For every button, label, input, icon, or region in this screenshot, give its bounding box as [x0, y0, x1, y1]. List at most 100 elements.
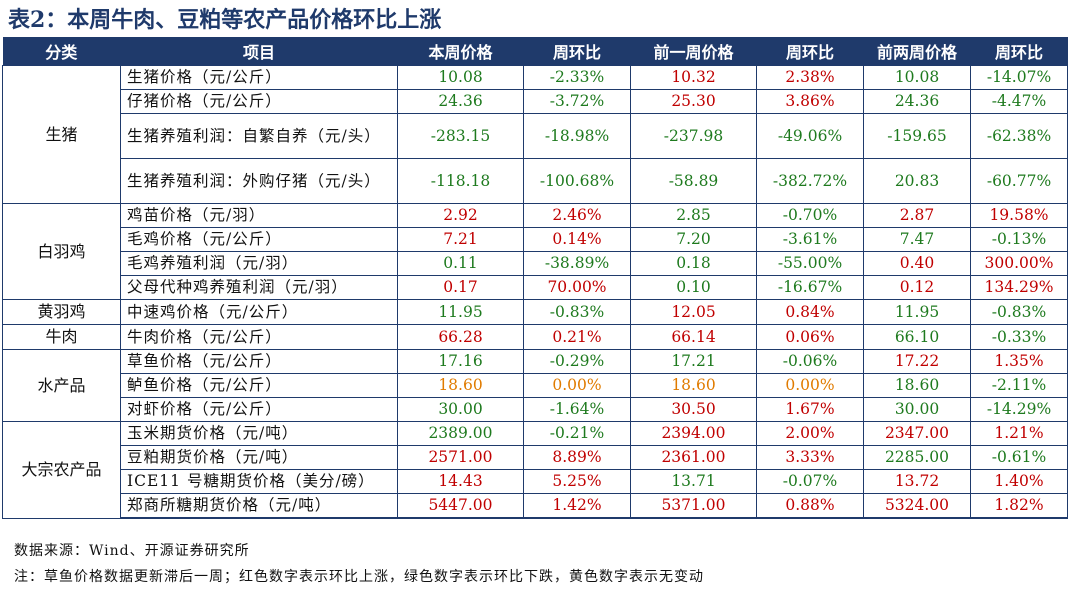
- table-row: 毛鸡养殖利润（元/羽） 0.11 -38.89% 0.18 -55.00% 0.…: [3, 251, 1068, 276]
- value-cell: 18.60: [397, 373, 524, 398]
- value-cell: 0.12: [863, 275, 971, 300]
- value-cell: 30.50: [630, 397, 757, 422]
- change-cell: 3.86%: [756, 89, 864, 114]
- value-cell: 11.95: [397, 299, 524, 325]
- header-category: 分类: [2, 37, 121, 66]
- value-cell: 10.08: [397, 65, 524, 90]
- change-cell: -0.21%: [523, 421, 631, 446]
- value-cell: 2394.00: [630, 421, 757, 446]
- table-row: 牛肉 牛肉价格（元/公斤） 66.28 0.21% 66.14 0.06% 66…: [2, 324, 1068, 350]
- header-wow-2: 周环比: [756, 37, 864, 66]
- header-last-week-price: 前一周价格: [630, 37, 757, 66]
- change-cell: -0.07%: [756, 469, 864, 494]
- change-cell: 0.21%: [523, 324, 631, 350]
- table-title: 表2：本周牛肉、豆粕等农产品价格环比上涨: [8, 7, 442, 33]
- item-cell: 仔猪价格（元/公斤）: [120, 89, 398, 114]
- change-cell: -4.47%: [970, 89, 1068, 114]
- change-cell: 1.21%: [970, 421, 1068, 446]
- value-cell: 12.05: [630, 299, 757, 325]
- item-cell: 牛肉价格（元/公斤）: [120, 324, 398, 350]
- change-cell: -382.72%: [756, 158, 864, 204]
- value-cell: 0.40: [863, 251, 971, 276]
- value-cell: 7.21: [397, 227, 524, 252]
- change-cell: 0.88%: [756, 493, 864, 519]
- change-cell: -1.64%: [523, 397, 631, 422]
- table-row: 生猪养殖利润：外购仔猪（元/头） -118.18 -100.68% -58.89…: [3, 158, 1068, 204]
- value-cell: 30.00: [397, 397, 524, 422]
- table-header-row: 分类 项目 本周价格 周环比 前一周价格 周环比 前两周价格 周环比: [2, 37, 1068, 66]
- change-cell: 0.00%: [756, 373, 864, 398]
- change-cell: 2.00%: [756, 421, 864, 446]
- value-cell: -58.89: [630, 158, 757, 204]
- group-cell: 黄羽鸡: [2, 299, 121, 325]
- value-cell: 30.00: [863, 397, 971, 422]
- value-cell: 5447.00: [397, 493, 524, 519]
- item-cell: 对虾价格（元/公斤）: [120, 397, 398, 422]
- value-cell: 25.30: [630, 89, 757, 114]
- value-cell: 2571.00: [397, 445, 524, 470]
- header-this-week-price: 本周价格: [397, 37, 524, 66]
- change-cell: 1.35%: [970, 349, 1068, 374]
- value-cell: -118.18: [397, 158, 524, 204]
- change-cell: 3.33%: [756, 445, 864, 470]
- change-cell: -3.61%: [756, 227, 864, 252]
- value-cell: 10.32: [630, 65, 757, 90]
- item-cell: 中速鸡价格（元/公斤）: [120, 299, 398, 325]
- change-cell: -0.13%: [970, 227, 1068, 252]
- change-cell: -0.83%: [523, 299, 631, 325]
- value-cell: 18.60: [630, 373, 757, 398]
- value-cell: 0.11: [397, 251, 524, 276]
- table-row: ICE11 号糖期货价格（美分/磅） 14.43 5.25% 13.71 -0.…: [3, 469, 1068, 494]
- item-cell: 毛鸡价格（元/公斤）: [120, 227, 398, 252]
- item-cell: 生猪养殖利润：自繁自养（元/头）: [120, 113, 398, 159]
- change-cell: 8.89%: [523, 445, 631, 470]
- change-cell: -2.11%: [970, 373, 1068, 398]
- value-cell: 13.72: [863, 469, 971, 494]
- change-cell: 70.00%: [523, 275, 631, 300]
- value-cell: 66.14: [630, 324, 757, 350]
- item-cell: 郑商所糖期货价格（元/吨）: [120, 493, 398, 519]
- change-cell: 1.67%: [756, 397, 864, 422]
- value-cell: 2.85: [630, 203, 757, 228]
- value-cell: 66.28: [397, 324, 524, 350]
- item-cell: 鸡苗价格（元/羽）: [120, 203, 398, 228]
- header-item: 项目: [120, 37, 398, 66]
- change-cell: -62.38%: [970, 113, 1068, 159]
- value-cell: -159.65: [863, 113, 971, 159]
- table-row: 生猪 生猪价格（元/公斤） 10.08 -2.33% 10.32 2.38% 1…: [2, 65, 1068, 204]
- value-cell: 18.60: [863, 373, 971, 398]
- table-row: 对虾价格（元/公斤） 30.00 -1.64% 30.50 1.67% 30.0…: [3, 397, 1068, 422]
- change-cell: -0.83%: [970, 299, 1068, 325]
- table-row: 黄羽鸡 中速鸡价格（元/公斤） 11.95 -0.83% 12.05 0.84%…: [2, 299, 1068, 325]
- value-cell: 13.71: [630, 469, 757, 494]
- value-cell: 2285.00: [863, 445, 971, 470]
- value-cell: 17.22: [863, 349, 971, 374]
- value-cell: 7.20: [630, 227, 757, 252]
- change-cell: 2.38%: [756, 65, 864, 90]
- item-cell: 草鱼价格（元/公斤）: [120, 349, 398, 374]
- change-cell: 0.00%: [523, 373, 631, 398]
- value-cell: 0.10: [630, 275, 757, 300]
- value-cell: 11.95: [863, 299, 971, 325]
- group-cell: 大宗农产品: [2, 421, 121, 519]
- change-cell: 19.58%: [970, 203, 1068, 228]
- value-cell: 0.17: [397, 275, 524, 300]
- change-cell: -60.77%: [970, 158, 1068, 204]
- table-row: 毛鸡价格（元/公斤） 7.21 0.14% 7.20 -3.61% 7.47 -…: [3, 227, 1068, 252]
- value-cell: 2.92: [397, 203, 524, 228]
- change-cell: -100.68%: [523, 158, 631, 204]
- change-cell: -0.70%: [756, 203, 864, 228]
- change-cell: -0.29%: [523, 349, 631, 374]
- table-row: 仔猪价格（元/公斤） 24.36 -3.72% 25.30 3.86% 24.3…: [3, 89, 1068, 114]
- group-cell: 水产品: [2, 349, 121, 422]
- header-wow-1: 周环比: [523, 37, 631, 66]
- value-cell: 20.83: [863, 158, 971, 204]
- change-cell: 5.25%: [523, 469, 631, 494]
- value-cell: 2361.00: [630, 445, 757, 470]
- table-row: 水产品 草鱼价格（元/公斤） 17.16 -0.29% 17.21 -0.06%…: [2, 349, 1068, 422]
- data-source: 数据来源：Wind、开源证券研究所: [14, 543, 250, 559]
- item-cell: 豆粕期货价格（元/吨）: [120, 445, 398, 470]
- header-wow-3: 周环比: [970, 37, 1068, 66]
- value-cell: 2347.00: [863, 421, 971, 446]
